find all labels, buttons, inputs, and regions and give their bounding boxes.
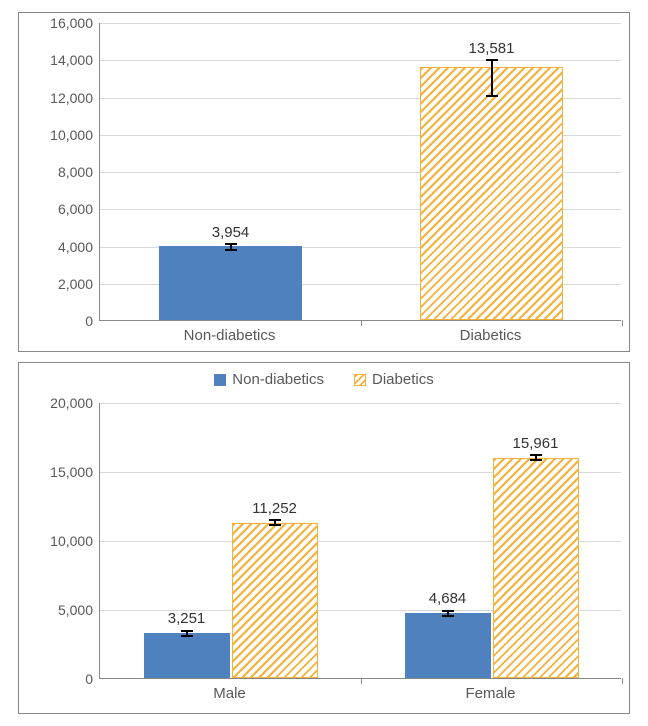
chart2-bar-female-diabetics [493, 458, 579, 678]
chart2-xcat-1: Female [465, 685, 515, 702]
chart2-bar-female-nondiabetics [405, 613, 491, 678]
chart1-grid [100, 23, 621, 24]
chart2-bar-male-nondiabetics [144, 633, 230, 678]
chart2-xcat-0: Male [213, 685, 246, 702]
legend-swatch-solid [214, 374, 226, 386]
legend-swatch-hatched [354, 374, 366, 386]
legend-item-nondiabetics: Non-diabetics [214, 371, 324, 388]
chart2-label-male-diabetics: 11,252 [252, 500, 297, 517]
chart1-ytick-7: 14,000 [19, 52, 93, 68]
chart2-grid [100, 403, 621, 404]
chart1-label-nondiabetics: 3,954 [212, 224, 250, 241]
chart1-xtick [622, 320, 623, 326]
chart2-label-female-nondiabetics: 4,684 [429, 590, 467, 607]
page: 0 2,000 4,000 6,000 8,000 10,000 12,000 … [0, 0, 648, 726]
chart2-ytick-4: 20,000 [19, 395, 93, 411]
chart2-error-female-nondiabetics [447, 610, 449, 618]
chart2-legend: Non-diabetics Diabetics [19, 371, 629, 388]
chart2-ytick-0: 0 [19, 671, 93, 687]
chart1-ytick-1: 2,000 [19, 276, 93, 292]
chart1-ytick-8: 16,000 [19, 15, 93, 31]
legend-label-diabetics: Diabetics [372, 371, 434, 388]
chart1-label-diabetics: 13,581 [469, 40, 515, 57]
chart2-xtick [361, 678, 362, 684]
chart2-ytick-3: 15,000 [19, 464, 93, 480]
chart1-xcat-1: Diabetics [460, 327, 522, 344]
legend-label-nondiabetics: Non-diabetics [232, 371, 324, 388]
chart1-ytick-2: 4,000 [19, 239, 93, 255]
chart1-panel: 0 2,000 4,000 6,000 8,000 10,000 12,000 … [18, 12, 630, 352]
chart1-error-diabetics [491, 59, 493, 96]
chart1-xtick [361, 320, 362, 326]
chart1-xcat-0: Non-diabetics [184, 327, 276, 344]
chart1-bar-nondiabetics [159, 246, 303, 320]
chart1-plot-area: 3,954 13,581 [99, 23, 621, 321]
chart2-error-male-diabetics [274, 519, 276, 526]
chart2-plot-area: 3,251 11,252 4,684 15,961 [99, 403, 621, 679]
chart1-ytick-6: 12,000 [19, 90, 93, 106]
chart2-ytick-1: 5,000 [19, 602, 93, 618]
chart2-xtick [622, 678, 623, 684]
chart1-error-nondiabetics [230, 243, 232, 251]
chart1-ytick-4: 8,000 [19, 164, 93, 180]
chart2-ytick-2: 10,000 [19, 533, 93, 549]
legend-item-diabetics: Diabetics [354, 371, 434, 388]
chart2-panel: Non-diabetics Diabetics 0 5,000 10,000 1… [18, 362, 630, 714]
chart2-label-female-diabetics: 15,961 [513, 435, 559, 452]
chart1-ytick-0: 0 [19, 313, 93, 329]
chart1-ytick-5: 10,000 [19, 127, 93, 143]
chart2-error-female-diabetics [535, 454, 537, 461]
chart2-error-male-nondiabetics [186, 630, 188, 638]
chart1-grid [100, 60, 621, 61]
chart2-label-male-nondiabetics: 3,251 [168, 610, 206, 627]
chart1-bar-diabetics [420, 67, 564, 320]
chart2-bar-male-diabetics [232, 523, 318, 678]
chart1-ytick-3: 6,000 [19, 201, 93, 217]
